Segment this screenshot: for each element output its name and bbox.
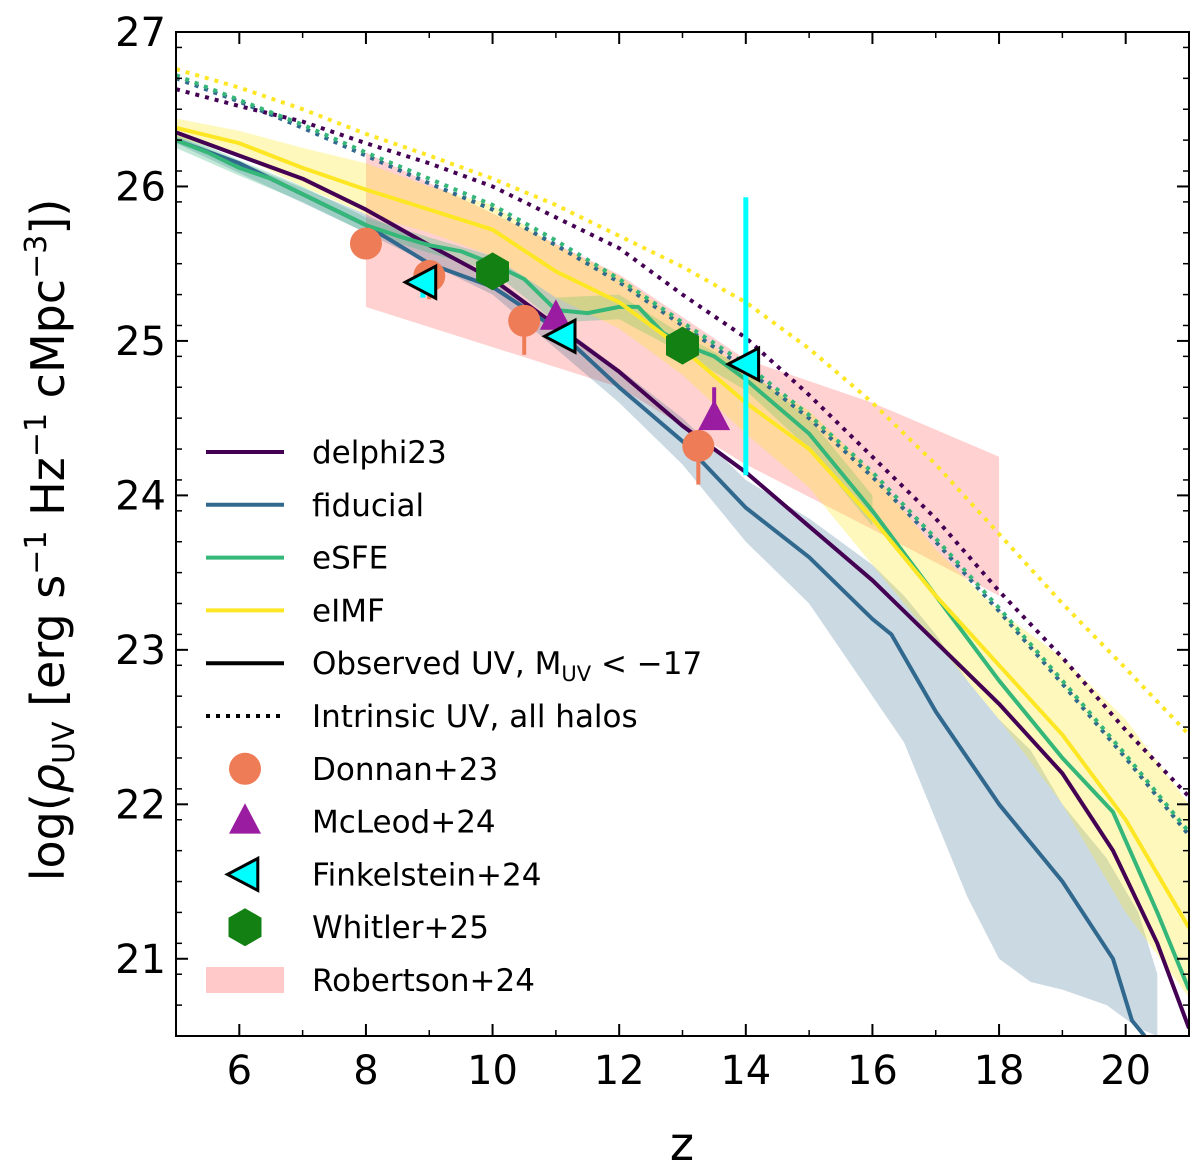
data-point-donnan	[349, 227, 382, 260]
legend-label: eSFE	[312, 541, 388, 577]
data-point-donnan	[682, 429, 715, 462]
band-fiducial	[176, 135, 1158, 1036]
legend-swatch-patch	[206, 967, 284, 993]
legend-item: fiducial	[206, 488, 424, 524]
series-line-eSFE-dotted	[176, 73, 1189, 834]
legend-label: delphi23	[312, 435, 447, 471]
x-tick-label: 20	[1100, 1048, 1151, 1094]
legend-label: Finkelstein+24	[312, 857, 541, 893]
legend-item: Observed UV, MUV < −17	[206, 646, 702, 686]
axes: 6 8 10 12 14 16 18 20 21 22 23 24 25 26 27	[115, 10, 1190, 1094]
legend-label: Robertson+24	[312, 963, 535, 999]
series-line-eSFE-solid	[176, 138, 1189, 991]
legend-item: Intrinsic UV, all halos	[206, 699, 638, 735]
y-tick-label: 24	[115, 473, 166, 519]
series-line-eIMF-dotted	[176, 67, 1189, 737]
y-tick-label: 21	[115, 937, 166, 983]
legend-swatch-marker	[229, 803, 261, 834]
legend-item: Whitler+25	[228, 908, 489, 947]
legend-item: Finkelstein+24	[224, 855, 541, 893]
y-tick-label: 22	[115, 782, 166, 828]
x-tick-label: 12	[594, 1048, 645, 1094]
x-axis-title: z	[670, 1117, 694, 1169]
x-tick-label: 8	[353, 1048, 378, 1094]
legend-item: eIMF	[206, 593, 385, 629]
x-tick-label: 18	[974, 1048, 1025, 1094]
series-line-fiducial-dotted	[176, 76, 1189, 837]
legend-label: Observed UV, MUV < −17	[312, 646, 702, 686]
x-tick-label: 14	[720, 1048, 771, 1094]
legend: delphi23 fiducial eSFE eIMF Observed UV, MUV…	[206, 435, 702, 999]
legend-swatch-marker	[228, 908, 262, 947]
legend-label: Whitler+25	[312, 910, 489, 946]
legend-item: Robertson+24	[206, 963, 535, 999]
legend-item: eSFE	[206, 541, 388, 577]
y-tick-label: 23	[115, 628, 166, 674]
y-tick-label: 26	[115, 164, 166, 210]
data-point-finkelstein	[402, 263, 438, 301]
series-line-delphi23-dotted	[176, 87, 1189, 798]
legend-item: McLeod+24	[229, 803, 496, 841]
data-point-mcleod	[698, 399, 731, 431]
legend-label: McLeod+24	[312, 805, 496, 841]
plot-area	[176, 67, 1189, 1036]
data-point-finkelstein	[724, 345, 761, 383]
legend-label: eIMF	[312, 593, 385, 629]
y-tick-label: 25	[115, 319, 166, 365]
x-tick-label: 6	[227, 1048, 252, 1094]
x-tick-label: 10	[467, 1048, 518, 1094]
y-axis-title: log(ρUV [erg s−1 Hz−1 cMpc−3])	[19, 199, 82, 882]
data-point-whitler	[666, 326, 699, 365]
series-line-delphi23-solid	[176, 130, 1189, 1029]
x-tick-label: 16	[847, 1048, 898, 1094]
y-tick-label: 27	[115, 10, 166, 56]
legend-item: Donnan+23	[229, 752, 498, 788]
legend-label: Intrinsic UV, all halos	[312, 699, 638, 735]
data-point-donnan	[508, 304, 541, 337]
data-point-mcleod	[539, 299, 572, 330]
legend-swatch-marker	[229, 752, 261, 785]
legend-item: delphi23	[206, 435, 447, 471]
data-point-finkelstein	[541, 317, 577, 355]
legend-swatch-marker	[224, 855, 260, 893]
data-point-whitler	[476, 252, 509, 291]
legend-label: fiducial	[312, 488, 424, 524]
legend-label: Donnan+23	[312, 752, 498, 788]
